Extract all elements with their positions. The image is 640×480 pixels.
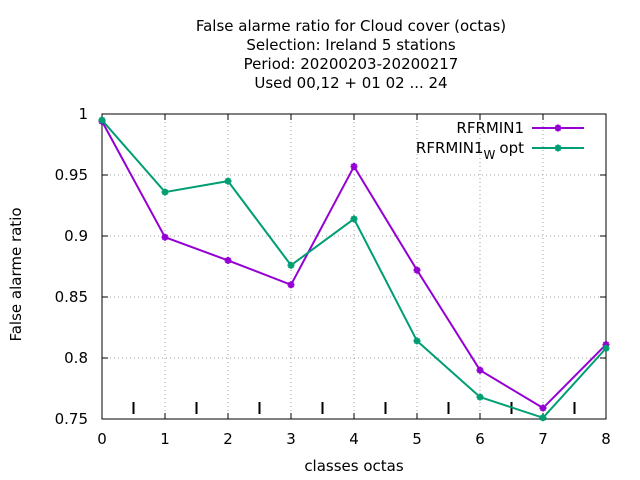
data-point <box>539 414 547 422</box>
data-point <box>476 393 484 401</box>
data-point <box>98 116 106 124</box>
data-point <box>602 341 610 349</box>
data-point <box>287 281 295 289</box>
data-point <box>161 188 169 196</box>
title-line: Selection: Ireland 5 stations <box>246 36 456 54</box>
legend-item-1: RFRMIN1 <box>456 119 584 137</box>
x-tick-label: 5 <box>412 430 422 448</box>
x-tick-label: 4 <box>349 430 359 448</box>
series-1 <box>98 117 610 412</box>
x-tick-label: 1 <box>160 430 170 448</box>
title-line: Period: 20200203-20200217 <box>244 55 459 73</box>
title-line: False alarme ratio for Cloud cover (octa… <box>196 17 506 35</box>
x-tick-label: 7 <box>538 430 548 448</box>
legend-marker <box>554 124 562 132</box>
data-point <box>539 404 547 412</box>
x-tick-label: 3 <box>286 430 296 448</box>
y-axis-label: False alarme ratio <box>7 207 25 341</box>
legend-item-2: RFRMIN1W opt <box>416 139 584 162</box>
x-tick-label: 0 <box>97 430 107 448</box>
y-tick-label: 0.85 <box>55 288 88 306</box>
series <box>98 116 610 422</box>
data-point <box>476 366 484 374</box>
legend: RFRMIN1 RFRMIN1W opt <box>416 119 584 162</box>
title-line: Used 00,12 + 01 02 ... 24 <box>254 74 447 92</box>
data-point <box>287 261 295 269</box>
legend-label: RFRMIN1 <box>456 119 524 137</box>
y-tick-label: 0.75 <box>55 410 88 428</box>
data-point <box>224 256 232 264</box>
x-tick-label: 6 <box>475 430 485 448</box>
y-tick-label: 0.8 <box>64 349 88 367</box>
data-point <box>161 233 169 241</box>
data-point <box>350 162 358 170</box>
y-tick-label: 0.95 <box>55 166 88 184</box>
class-boundary-marks <box>132 402 576 414</box>
legend-marker <box>554 144 562 152</box>
data-point <box>413 337 421 345</box>
data-point <box>224 177 232 185</box>
axis-ticks: 0 1 2 3 4 5 6 7 8 0.75 0.8 0.85 0.9 0.95 1 <box>55 105 611 448</box>
series-2 <box>98 116 610 422</box>
x-axis-label: classes octas <box>304 457 404 475</box>
data-point <box>350 215 358 223</box>
chart-title: False alarme ratio for Cloud cover (octa… <box>196 17 506 92</box>
legend-label: RFRMIN1W opt <box>416 139 524 162</box>
x-tick-label: 8 <box>601 430 611 448</box>
data-point <box>413 266 421 274</box>
grid <box>102 114 606 419</box>
y-tick-label: 1 <box>78 105 88 123</box>
y-tick-label: 0.9 <box>64 227 88 245</box>
x-tick-label: 2 <box>223 430 233 448</box>
data-point <box>602 344 610 352</box>
